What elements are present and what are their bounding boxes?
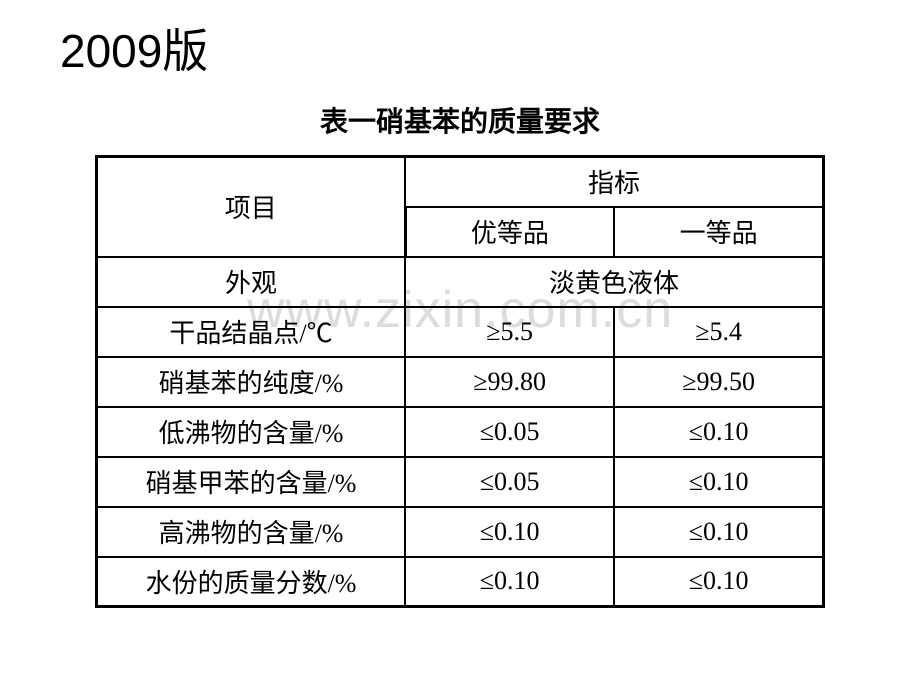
cell-item: 硝基甲苯的含量/%	[97, 457, 406, 507]
table-title: 表一硝基苯的质量要求	[0, 100, 920, 140]
cell-item: 硝基苯的纯度/%	[97, 357, 406, 407]
cell-b: ≤0.10	[614, 507, 823, 557]
table-row: 硝基甲苯的含量/% ≤0.05 ≤0.10	[97, 457, 824, 507]
page-title: 2009版	[60, 15, 208, 81]
cell-item: 水份的质量分数/%	[97, 557, 406, 607]
cell-a: ≤0.10	[405, 507, 614, 557]
table-row: 外观 淡黄色液体	[97, 257, 824, 307]
cell-item: 外观	[97, 257, 406, 307]
cell-a: ≤0.05	[405, 457, 614, 507]
cell-b: ≤0.10	[614, 457, 823, 507]
header-grade-b: 一等品	[614, 207, 823, 257]
cell-a: ≥99.80	[405, 357, 614, 407]
cell-item: 高沸物的含量/%	[97, 507, 406, 557]
spec-table: 项目 指标 优等品 一等品 外观 淡黄色液体 干品结晶点/℃ ≥5.5 ≥5.4…	[95, 155, 825, 608]
header-spec: 指标	[405, 157, 823, 207]
cell-a: ≤0.10	[405, 557, 614, 607]
header-item: 项目	[97, 157, 406, 257]
cell-b: ≤0.10	[614, 557, 823, 607]
cell-b: ≥99.50	[614, 357, 823, 407]
table-row: 干品结晶点/℃ ≥5.5 ≥5.4	[97, 307, 824, 357]
header-row-1: 项目 指标	[97, 157, 824, 207]
table-row: 高沸物的含量/% ≤0.10 ≤0.10	[97, 507, 824, 557]
cell-b: ≥5.4	[614, 307, 823, 357]
cell-item: 干品结晶点/℃	[97, 307, 406, 357]
table-row: 硝基苯的纯度/% ≥99.80 ≥99.50	[97, 357, 824, 407]
cell-merged-value: 淡黄色液体	[405, 257, 823, 307]
header-grade-a: 优等品	[405, 207, 614, 257]
cell-a: ≤0.05	[405, 407, 614, 457]
table-row: 水份的质量分数/% ≤0.10 ≤0.10	[97, 557, 824, 607]
table-row: 低沸物的含量/% ≤0.05 ≤0.10	[97, 407, 824, 457]
cell-a: ≥5.5	[405, 307, 614, 357]
cell-item: 低沸物的含量/%	[97, 407, 406, 457]
cell-b: ≤0.10	[614, 407, 823, 457]
